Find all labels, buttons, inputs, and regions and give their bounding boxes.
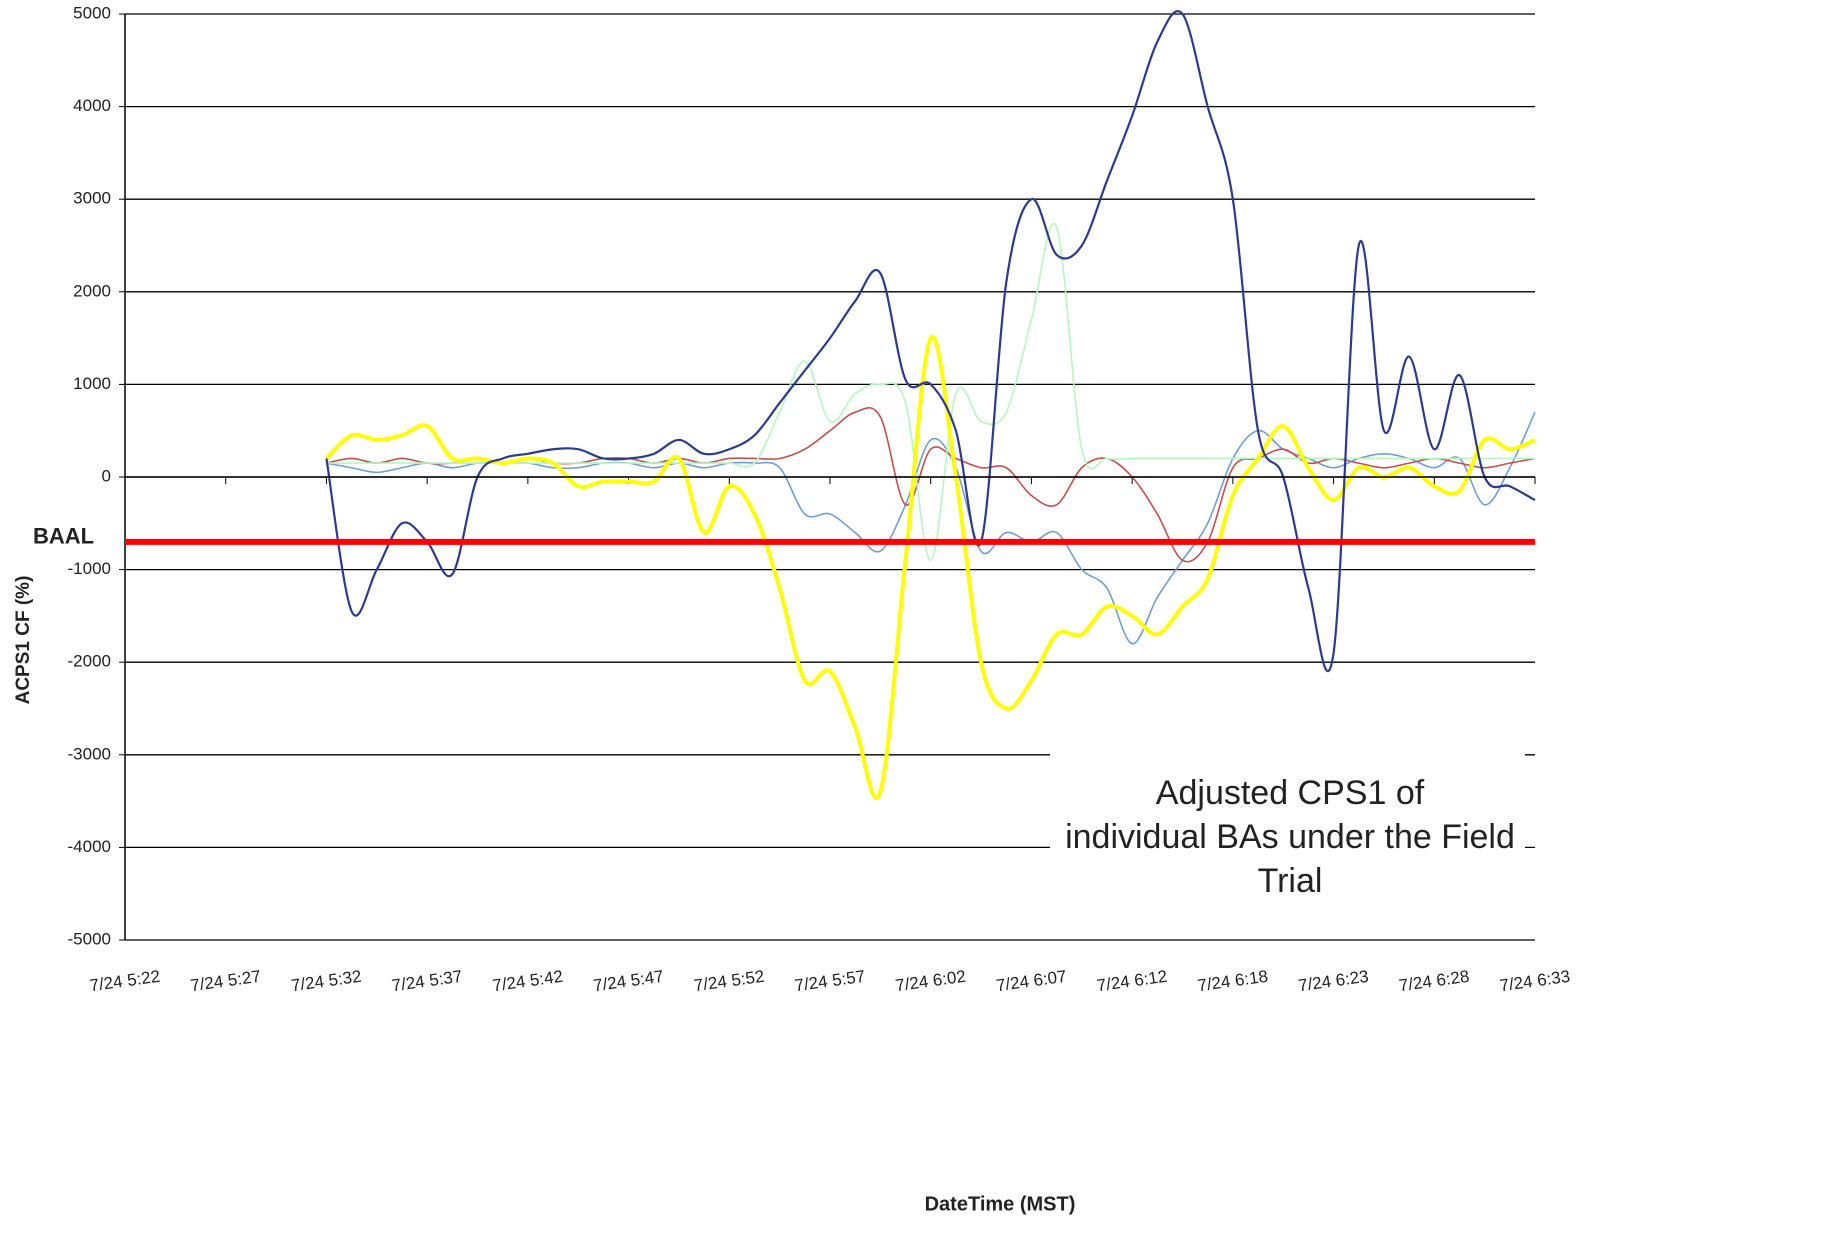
y-tick-label: -1000 [68, 559, 111, 578]
series-line [326, 407, 1536, 563]
x-tick-label: 7/24 5:22 [88, 967, 161, 996]
y-tick-label: -3000 [68, 744, 111, 763]
x-tick-label: 7/24 5:57 [793, 967, 866, 996]
annotation-line: Trial [1258, 862, 1323, 900]
x-tick-label: 7/24 6:07 [995, 967, 1068, 996]
x-tick-label: 7/24 5:42 [491, 967, 564, 996]
y-tick-label: 5000 [73, 3, 111, 22]
x-tick-label: 7/24 5:27 [189, 967, 262, 996]
annotation-line: Adjusted CPS1 of [1156, 774, 1425, 812]
y-tick-label: 0 [102, 466, 111, 485]
x-tick-label: 7/24 6:02 [894, 967, 967, 996]
y-tick-label: 2000 [73, 281, 111, 300]
x-tick-label: 7/24 6:28 [1398, 967, 1471, 996]
x-tick-label: 7/24 5:47 [592, 967, 665, 996]
y-tick-label: 4000 [73, 96, 111, 115]
series-line [325, 334, 1536, 801]
y-tick-label: -4000 [68, 837, 111, 856]
x-tick-label: 7/24 5:52 [693, 967, 766, 996]
y-axis-label: ACPS1 CF (%) [13, 576, 34, 705]
series-line [325, 10, 1536, 673]
annotation-line: individual BAs under the Field [1065, 818, 1515, 856]
reference-label: BAAL [33, 524, 94, 549]
x-tick-label: 7/24 5:32 [290, 967, 363, 996]
annotation-box [1050, 752, 1525, 939]
x-tick-label: 7/24 5:37 [391, 967, 464, 996]
y-tick-label: 1000 [73, 374, 111, 393]
y-tick-label: 3000 [73, 189, 111, 208]
x-tick-label: 7/24 6:33 [1498, 967, 1571, 996]
x-tick-label: 7/24 6:23 [1297, 967, 1370, 996]
x-tick-label: 7/24 6:12 [1096, 967, 1169, 996]
x-tick-label: 7/24 6:18 [1196, 967, 1269, 996]
y-tick-label: -2000 [68, 652, 111, 671]
y-tick-label: -5000 [68, 929, 111, 948]
x-axis-label: DateTime (MST) [925, 1193, 1076, 1215]
series-line [326, 222, 1535, 562]
series-line [326, 411, 1536, 645]
annotation: Adjusted CPS1 of individual BAs under the… [1065, 774, 1515, 900]
